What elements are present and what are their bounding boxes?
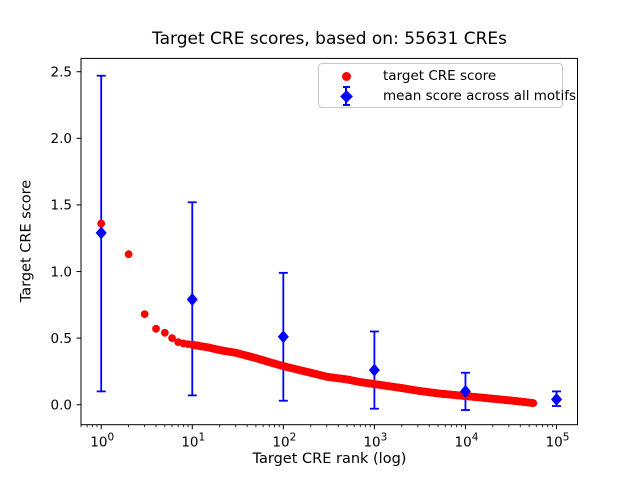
legend-item-mean-score: mean score across all motifs xyxy=(319,86,576,106)
x-axis-label: Target CRE rank (log) xyxy=(252,451,407,467)
legend-item-target-cre-score: target CRE score xyxy=(319,66,562,86)
errorbar-lines xyxy=(96,74,562,411)
chart-title: Target CRE scores, based on: 55631 CREs xyxy=(152,29,507,49)
svg-text:1.5: 1.5 xyxy=(51,198,72,214)
blue-diamond-errorbar-marker-icon xyxy=(319,86,373,106)
mean-score-diamonds xyxy=(95,226,563,406)
legend-label-target-cre-score: target CRE score xyxy=(383,68,497,84)
svg-text:100: 100 xyxy=(90,432,114,451)
svg-text:103: 103 xyxy=(363,432,387,451)
svg-text:2.5: 2.5 xyxy=(51,65,72,81)
target-score-points xyxy=(97,219,538,408)
svg-text:0.0: 0.0 xyxy=(51,398,72,414)
svg-text:104: 104 xyxy=(455,432,479,451)
svg-text:102: 102 xyxy=(272,432,296,451)
svg-text:105: 105 xyxy=(546,432,570,451)
y-axis-label: Target CRE score xyxy=(18,179,35,303)
svg-text:1.0: 1.0 xyxy=(51,264,72,280)
svg-text:2.0: 2.0 xyxy=(51,131,72,147)
legend-label-mean-score: mean score across all motifs xyxy=(383,88,577,104)
svg-text:101: 101 xyxy=(181,432,205,451)
red-circle-marker-icon xyxy=(319,66,373,86)
legend: target CRE score mean score across all m… xyxy=(318,63,576,108)
svg-text:0.5: 0.5 xyxy=(51,331,72,347)
